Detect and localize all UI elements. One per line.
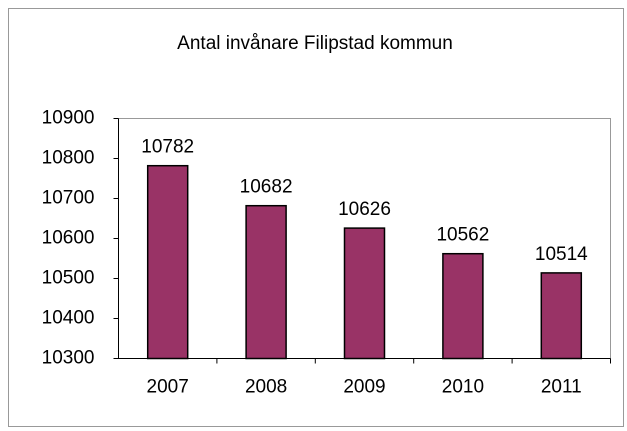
y-tick-label: 10500 bbox=[42, 268, 95, 289]
bar bbox=[442, 252, 484, 360]
x-tick-label: 2008 bbox=[245, 377, 287, 398]
y-tick-label: 10300 bbox=[42, 348, 95, 369]
data-label: 10626 bbox=[338, 199, 391, 220]
bar bbox=[146, 164, 189, 360]
y-tick-label: 10400 bbox=[42, 308, 95, 329]
y-tick-label: 10900 bbox=[42, 108, 95, 129]
x-tick-label: 2009 bbox=[343, 377, 385, 398]
bar bbox=[540, 272, 583, 360]
data-label: 10782 bbox=[141, 137, 194, 158]
data-label: 10682 bbox=[240, 177, 293, 198]
chart-frame bbox=[8, 8, 624, 427]
y-tick-label: 10600 bbox=[42, 228, 95, 249]
bar bbox=[245, 204, 287, 360]
y-tick-label: 10700 bbox=[42, 188, 95, 209]
data-label: 10514 bbox=[535, 244, 588, 265]
x-tick-label: 2007 bbox=[147, 377, 189, 398]
x-tick-label: 2010 bbox=[442, 377, 484, 398]
chart-title: Antal invånare Filipstad kommun bbox=[177, 33, 453, 54]
y-tick-label: 10800 bbox=[42, 148, 95, 169]
x-tick-label: 2011 bbox=[541, 377, 582, 398]
data-label: 10562 bbox=[436, 225, 489, 246]
bar bbox=[343, 227, 386, 360]
